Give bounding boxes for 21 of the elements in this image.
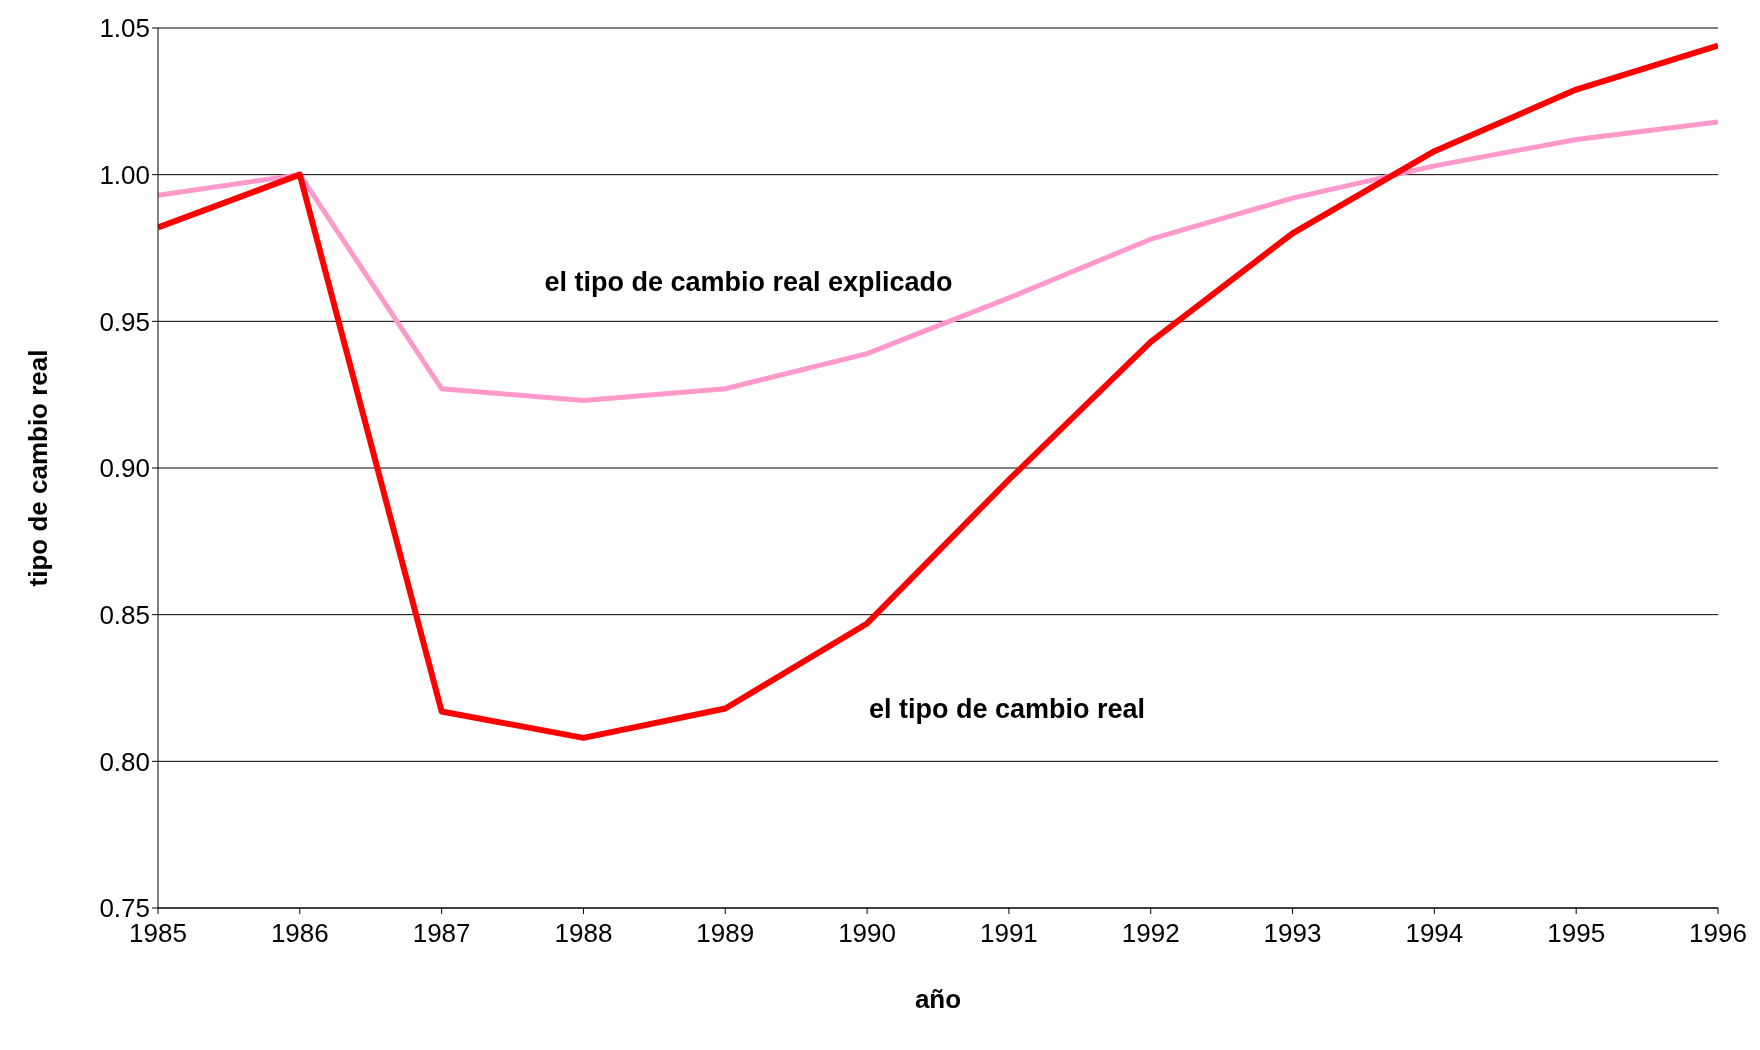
x-tick-label: 1988 xyxy=(554,918,613,949)
y-axis-title: tipo de cambio real xyxy=(23,349,54,587)
series-label: el tipo de cambio real explicado xyxy=(544,266,953,297)
x-axis-title: año xyxy=(914,984,962,1014)
y-tick-label: 0.85 xyxy=(99,599,150,630)
x-tick-label: 1987 xyxy=(412,918,471,949)
y-tick-label: 1.00 xyxy=(99,159,150,190)
x-tick-label: 1991 xyxy=(979,918,1038,949)
y-tick-label: 0.80 xyxy=(99,746,150,777)
x-tick-label: 1990 xyxy=(838,918,897,949)
x-tick-label: 1989 xyxy=(696,918,755,949)
x-tick-label: 1995 xyxy=(1547,918,1606,949)
x-tick-label: 1992 xyxy=(1121,918,1180,949)
text: el tipo de cambio real xyxy=(869,694,1146,725)
x-tick-label: 1986 xyxy=(270,918,329,949)
y-tick-label: 0.90 xyxy=(99,453,150,484)
x-tick-label: 1993 xyxy=(1263,918,1322,949)
y-tick-label: 1.05 xyxy=(99,13,150,44)
x-tick-label: 1994 xyxy=(1405,918,1464,949)
y-tick-label: 0.95 xyxy=(99,306,150,337)
x-tick-label: 1996 xyxy=(1689,918,1747,949)
